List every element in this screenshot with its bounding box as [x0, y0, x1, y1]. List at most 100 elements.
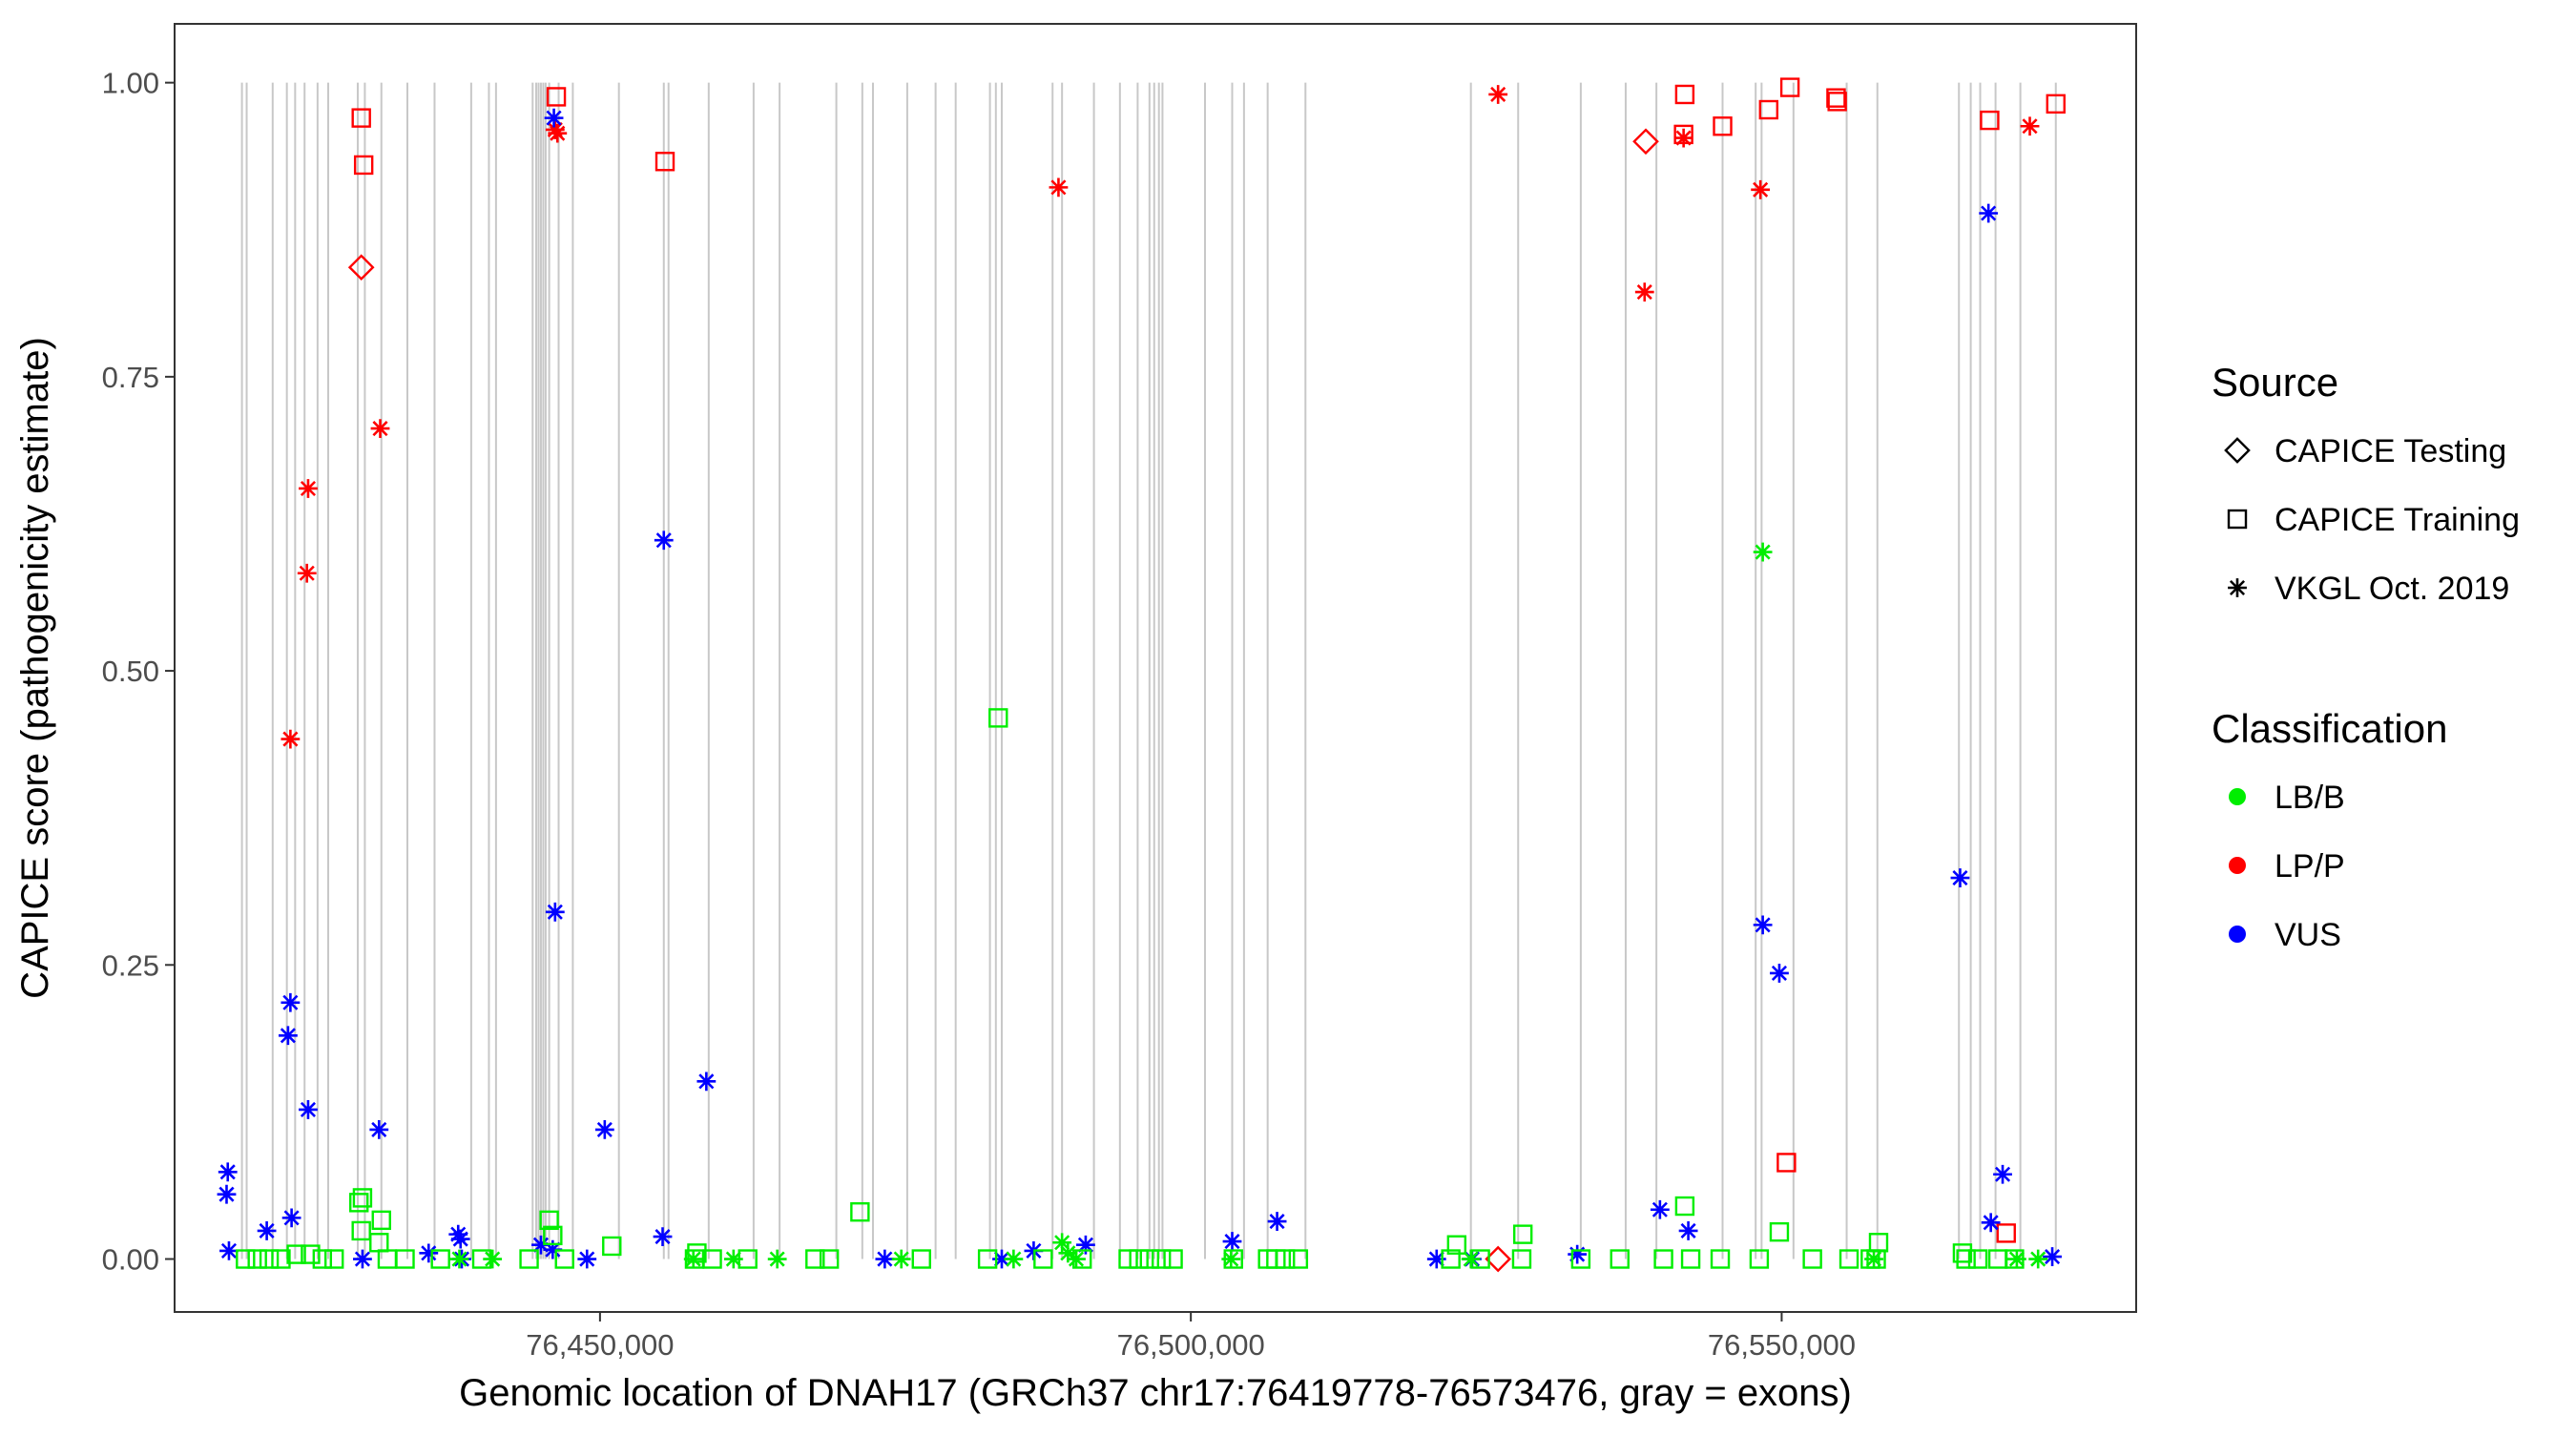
data-point — [257, 1221, 277, 1240]
data-point — [1570, 1249, 1591, 1269]
legend-key-diamond — [2224, 437, 2251, 464]
data-point — [519, 1249, 539, 1269]
data-point — [805, 1249, 825, 1269]
data-point — [1485, 1245, 1512, 1273]
data-point — [543, 1239, 563, 1259]
data-point — [594, 1120, 614, 1139]
data-point — [1713, 116, 1733, 136]
plot-panel-border — [174, 23, 2137, 1313]
data-point — [687, 1243, 707, 1263]
data-point — [471, 1249, 492, 1269]
data-point — [1950, 868, 1970, 887]
data-point — [702, 1249, 722, 1269]
data-point — [1996, 1223, 2016, 1243]
data-point — [1511, 1249, 1532, 1269]
data-point — [577, 1249, 597, 1269]
data-points — [217, 77, 2066, 1273]
data-point — [351, 1220, 371, 1241]
data-point — [653, 1227, 673, 1246]
data-point — [819, 1249, 840, 1269]
data-point — [1673, 128, 1693, 148]
data-point — [483, 1249, 503, 1269]
data-point — [767, 1249, 787, 1269]
data-point — [654, 531, 674, 551]
data-point — [1753, 542, 1773, 562]
data-point — [1674, 84, 1695, 105]
data-point — [301, 1244, 321, 1264]
data-point — [280, 992, 301, 1012]
x-tick-label: 76,550,000 — [1708, 1328, 1856, 1362]
data-point — [1827, 92, 1847, 112]
legend-label: LB/B — [2275, 780, 2345, 816]
data-point — [450, 1229, 470, 1249]
data-point — [992, 1249, 1011, 1269]
data-point — [544, 108, 564, 128]
data-point — [279, 1026, 298, 1046]
data-point — [1052, 1233, 1072, 1253]
data-point — [419, 1243, 439, 1263]
legend-label: LP/P — [2275, 848, 2345, 884]
data-point — [351, 108, 371, 128]
data-point — [554, 1249, 574, 1269]
data-point — [347, 254, 375, 281]
data-point — [349, 1193, 369, 1213]
data-point — [395, 1249, 415, 1269]
data-point — [369, 1233, 389, 1253]
data-point — [548, 123, 568, 143]
data-point — [1076, 1235, 1095, 1255]
data-point — [219, 1240, 239, 1260]
data-point — [1004, 1249, 1024, 1269]
data-point — [1650, 1199, 1670, 1219]
data-point — [1568, 1244, 1588, 1264]
exon-lines — [240, 82, 2057, 1259]
legend-key-dot — [2229, 857, 2246, 874]
data-point — [1223, 1249, 1243, 1269]
data-point — [1770, 964, 1789, 983]
data-point — [2028, 1249, 2048, 1269]
data-point — [2043, 1247, 2062, 1266]
data-point — [1221, 1249, 1241, 1269]
data-point — [353, 155, 374, 176]
legend-label: CAPICE Training — [2275, 502, 2520, 538]
data-point — [259, 1249, 280, 1269]
data-point — [2020, 116, 2040, 136]
data-point — [654, 152, 675, 172]
data-point — [2005, 1249, 2025, 1269]
data-point — [546, 87, 567, 107]
data-point — [271, 1249, 291, 1269]
data-point — [1118, 1249, 1138, 1269]
data-point — [1446, 1235, 1467, 1255]
data-point — [1610, 1249, 1630, 1269]
data-point — [1967, 1249, 1988, 1269]
data-point — [1033, 1249, 1053, 1269]
data-point — [977, 1249, 998, 1269]
data-point — [369, 1120, 389, 1139]
data-point — [696, 1072, 717, 1092]
legend-key-dot — [2229, 926, 2246, 943]
data-point — [1163, 1249, 1183, 1269]
data-point — [1993, 1164, 2012, 1184]
data-point — [247, 1249, 267, 1269]
data-point — [297, 563, 317, 583]
data-point — [353, 1249, 372, 1269]
data-point — [299, 479, 318, 498]
data-point — [1441, 1249, 1461, 1269]
data-point — [1981, 1213, 2001, 1233]
y-tick-label: 0.00 — [102, 1243, 159, 1277]
classification-legend-title: Classification — [2212, 706, 2447, 751]
data-point — [218, 1162, 238, 1182]
data-point — [723, 1249, 743, 1269]
x-tick-label: 76,450,000 — [526, 1328, 674, 1362]
data-point — [281, 1208, 301, 1228]
data-point — [1779, 77, 1800, 97]
data-point — [1980, 110, 2000, 131]
data-point — [1072, 1249, 1092, 1269]
y-tick-label: 1.00 — [102, 67, 159, 100]
data-point — [1753, 915, 1773, 935]
y-tick-label: 0.50 — [102, 655, 159, 688]
data-point — [1151, 1249, 1172, 1269]
data-point — [217, 1184, 237, 1204]
data-point — [531, 1235, 551, 1255]
x-axis-title: Genomic location of DNAH17 (GRCh37 chr17… — [459, 1372, 1852, 1414]
